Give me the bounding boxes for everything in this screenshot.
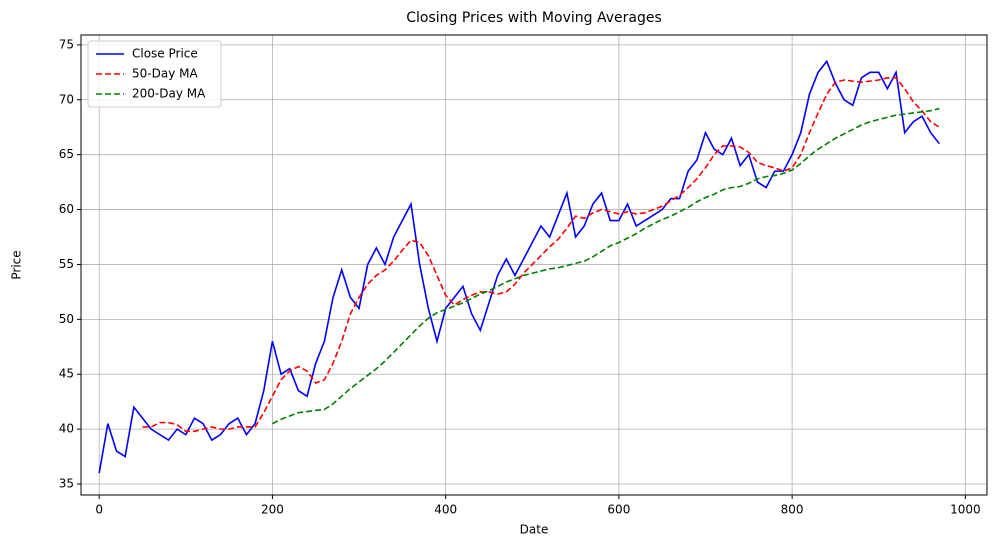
x-tick-label: 800 <box>781 503 804 517</box>
x-tick-label: 400 <box>434 503 457 517</box>
y-tick-label: 50 <box>59 312 74 326</box>
chart-title: Closing Prices with Moving Averages <box>406 10 662 26</box>
x-tick-label: 200 <box>261 503 284 517</box>
y-tick-label: 70 <box>59 92 74 106</box>
plot-frame <box>80 34 988 496</box>
legend-label: 200-Day MA <box>132 87 206 101</box>
legend-box <box>87 40 222 108</box>
x-tick-label: 0 <box>95 503 103 517</box>
y-tick-label: 45 <box>59 367 74 381</box>
x-tick-label: 1000 <box>950 503 981 517</box>
series-line <box>272 107 940 425</box>
x-axis-label: Date <box>520 523 549 537</box>
y-tick-label: 65 <box>59 147 74 161</box>
x-tick-label: 600 <box>607 503 630 517</box>
y-tick-label: 75 <box>59 37 74 51</box>
y-tick-label: 55 <box>59 257 74 271</box>
legend-label: Close Price <box>132 47 198 61</box>
y-tick-label: 60 <box>59 202 74 216</box>
series-line <box>142 77 940 433</box>
y-tick-label: 40 <box>59 422 74 436</box>
series-line <box>98 59 940 474</box>
y-axis-label: Price <box>10 250 24 279</box>
legend-label: 50-Day MA <box>132 67 198 81</box>
y-tick-label: 35 <box>59 477 74 491</box>
